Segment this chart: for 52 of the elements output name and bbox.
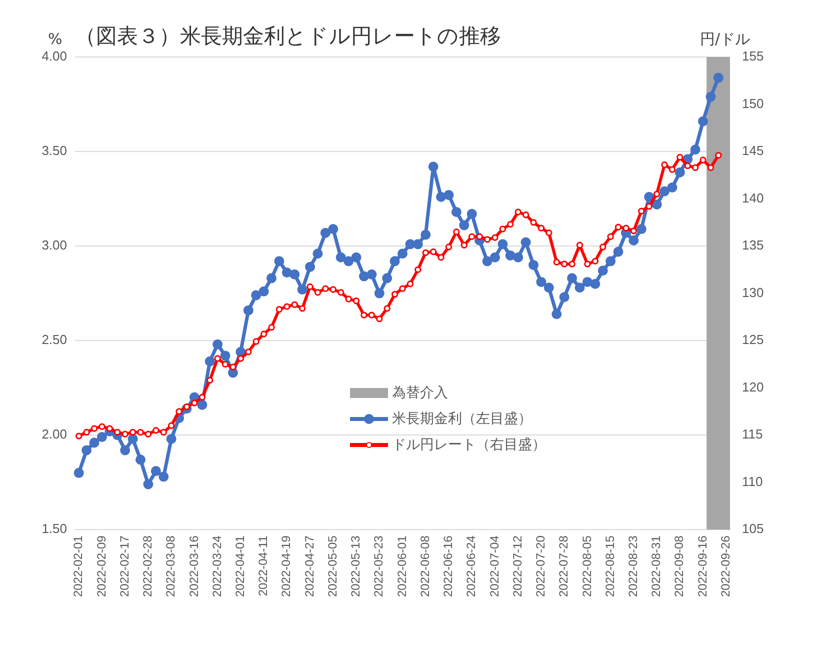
x-tick-label: 2022-07-20 [534, 535, 548, 598]
x-tick-label: 2022-06-01 [394, 535, 409, 598]
y2-tick-label: 145 [742, 143, 764, 158]
x-tick-label: 2022-04-19 [279, 535, 294, 598]
x-tick-label: 2022-05-05 [325, 535, 340, 598]
y2-tick-label: 115 [742, 426, 763, 442]
y2-tick-label: 155 [742, 48, 764, 64]
y-axis-title: % [48, 30, 62, 48]
x-tick-label: 2022-08-05 [580, 535, 594, 598]
x-tick-label: 2022-06-16 [441, 535, 456, 598]
x-tick-label: 2022-02-17 [117, 535, 132, 598]
x-tick-label: 2022-08-31 [649, 535, 664, 598]
y-tick-label: 4.00 [42, 48, 67, 64]
legend-label: 為替介入 [392, 384, 448, 402]
legend-label: 米長期金利（左目盛） [392, 410, 532, 428]
y2-tick-label: 110 [742, 474, 763, 489]
y2-tick-label: 105 [742, 521, 764, 536]
y-tick-label: 2.50 [42, 332, 67, 348]
x-tick-label: 2022-09-16 [695, 535, 710, 598]
y2-tick-label: 135 [742, 238, 764, 253]
x-tick-label: 2022-03-24 [210, 535, 224, 598]
x-tick-label: 2022-07-04 [487, 535, 502, 598]
x-tick-label: 2022-03-08 [164, 535, 178, 598]
y2-tick-label: 140 [742, 190, 764, 206]
x-tick-label: 2022-02-01 [71, 535, 86, 598]
x-tick-label: 2022-03-16 [186, 535, 201, 598]
x-tick-label: 2022-07-12 [510, 535, 524, 598]
x-tick-label: 2022-04-11 [256, 535, 270, 596]
chart-title: （図表３）米長期金利とドル円レートの推移 [75, 23, 501, 50]
x-tick-label: 2022-02-28 [140, 535, 155, 598]
x-tick-label: 2022-09-26 [718, 535, 732, 598]
y-tick-label: 3.50 [42, 143, 67, 158]
legend-label: ドル円レート（右目盛） [392, 436, 546, 454]
x-tick-label: 2022-09-08 [672, 535, 686, 598]
x-tick-label: 2022-05-23 [372, 535, 386, 598]
x-tick-label: 2022-06-24 [464, 535, 478, 598]
x-tick-label: 2022-08-15 [602, 535, 617, 598]
y2-tick-label: 150 [742, 96, 764, 111]
y-tick-label: 3.00 [42, 238, 67, 253]
x-tick-label: 2022-06-08 [418, 535, 432, 598]
x-tick-label: 2022-02-09 [94, 535, 108, 598]
x-tick-label: 2022-07-28 [556, 535, 571, 598]
y2-tick-label: 120 [742, 379, 764, 394]
x-tick-label: 2022-04-27 [302, 535, 316, 598]
y-tick-label: 1.50 [42, 521, 67, 536]
y2-tick-label: 130 [742, 284, 764, 300]
y2-tick-label: 125 [742, 332, 764, 348]
x-tick-label: 2022-05-13 [348, 535, 363, 598]
x-tick-label: 2022-08-23 [626, 535, 640, 598]
x-tick-label: 2022-04-01 [232, 535, 247, 598]
y-tick-label: 2.00 [42, 426, 67, 442]
y2-axis-title: 円/ドル [700, 30, 750, 49]
